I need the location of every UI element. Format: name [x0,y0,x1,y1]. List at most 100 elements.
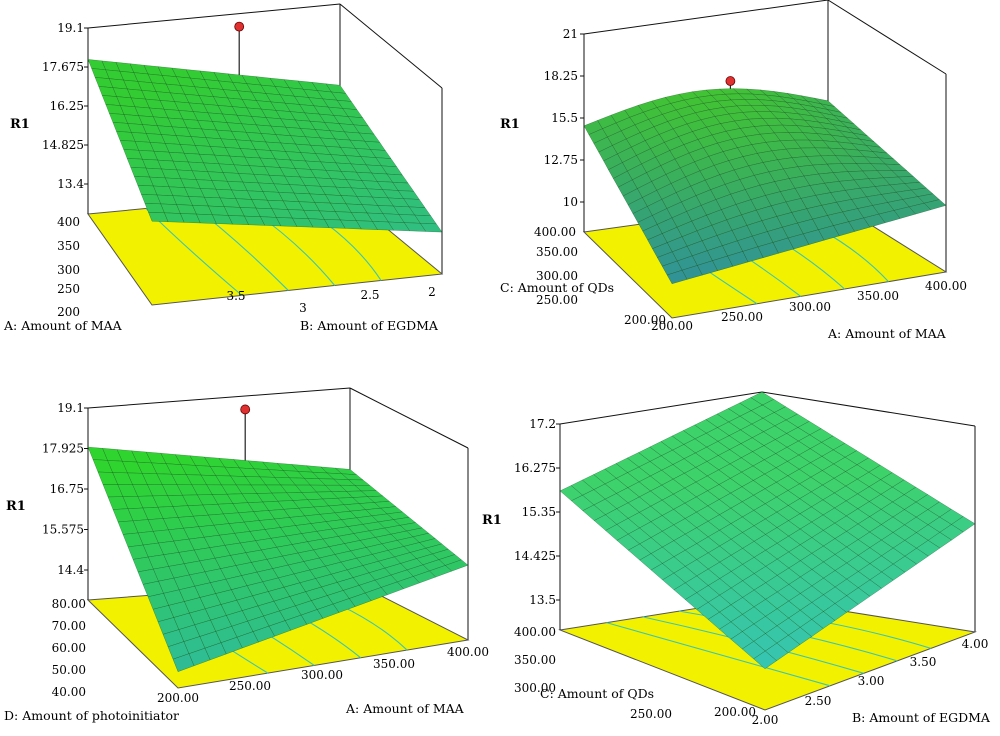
x-tick-label: 3 [299,301,307,315]
x-tick-label: 4.00 [962,637,989,651]
y-tick-label: 60.00 [52,641,86,655]
frame-edge [583,0,829,35]
z-tick-label: 13.4 [57,177,84,191]
z-tick-label: 17.2 [529,417,556,431]
chart-panel-3: 19.1 17.925 16.75 15.575 14.4 R1 200.00 250.00 3… [4,387,489,723]
x-tick-label: 3.5 [226,289,245,303]
z-tick-labels: 17.2 16.275 15.35 14.425 13.5 [514,417,560,607]
frame-edge [87,387,351,409]
surface-facet [951,516,976,533]
y-tick-label: 250.00 [630,707,672,721]
z-tick-label: 14.425 [514,549,556,563]
x-tick-label: 300.00 [789,300,831,314]
y-tick-label: 300.00 [514,681,556,695]
z-tick-label: 21 [563,27,578,41]
y-tick-label: 400.00 [534,225,576,239]
frame-edge [761,391,976,427]
frame-edge [87,3,341,29]
chart-panel-4: 17.2 16.275 15.35 14.425 13.5 R1 2.00 2.50 3.00 3… [482,391,991,727]
y-axis-label: D: Amount of photoinitiator [4,708,179,723]
frame-edge [349,387,469,449]
z-tick-label: 16.275 [514,461,556,475]
x-tick-label: 3.00 [858,674,885,688]
z-tick-label: 13.5 [529,593,556,607]
x-axis-label: A: Amount of MAA [345,701,465,716]
y-tick-labels: 400.00 350.00 300.00 250.00 200.00 [534,225,666,327]
chart-panel-2: 21 18.25 15.5 12.75 10 R1 200.00 250.00 300.00 35… [500,0,967,341]
frame-edge [339,3,443,89]
x-tick-label: 2 [428,285,436,299]
x-tick-labels: 3.5 3 2.5 2 [226,285,435,315]
y-tick-label: 300 [57,263,80,277]
contour-line [606,622,831,687]
design-point [234,21,245,32]
z-tick-labels: 19.1 17.925 16.75 15.575 14.4 [42,401,88,577]
y-tick-label: 200.00 [624,313,666,327]
y-tick-label: 350.00 [536,245,578,259]
z-tick-label: 19.1 [57,401,84,415]
z-tick-label: 12.75 [544,153,578,167]
z-axis-label: R1 [10,117,30,132]
x-tick-label: 400.00 [447,645,489,659]
z-tick-label: 10 [563,195,578,209]
z-tick-label: 17.925 [42,442,84,456]
z-tick-label: 15.575 [42,523,84,537]
design-point [240,404,251,415]
x-tick-label: 200.00 [651,319,693,333]
response-surface [559,391,976,670]
y-tick-label: 300.00 [536,269,578,283]
x-axis-label: B: Amount of EGDMA [300,318,439,333]
surface-facet [419,223,443,233]
response-surface [87,446,469,672]
y-axis-label: A: Amount of MAA [3,318,123,333]
y-tick-label: 250 [57,282,80,296]
x-tick-labels: 200.00 250.00 300.00 350.00 400.00 [157,645,489,705]
z-tick-label: 15.5 [551,111,578,125]
y-tick-label: 50.00 [52,663,86,677]
response-surface [87,59,443,233]
z-tick-labels: 21 18.25 15.5 12.75 10 [544,27,584,209]
x-tick-label: 250.00 [721,310,763,324]
z-axis-label: R1 [500,117,520,132]
frame-edge [827,0,947,75]
z-tick-label: 16.25 [50,99,84,113]
frame-edge [559,391,763,425]
z-axis-label: R1 [482,513,502,528]
x-tick-label: 2.5 [360,288,379,302]
y-tick-label: 80.00 [52,597,86,611]
x-tick-label: 200.00 [157,691,199,705]
y-tick-label: 350.00 [514,653,556,667]
design-point [725,76,736,86]
x-tick-labels: 200.00 250.00 300.00 350.00 400.00 [651,279,967,333]
y-tick-labels: 400 350 300 250 200 [57,215,80,319]
response-surface [583,88,947,285]
y-tick-labels: 400.00 350.00 300.00 250.00 200.00 [514,625,756,721]
z-axis-label: R1 [6,499,26,514]
z-tick-label: 14.4 [57,563,84,577]
y-tick-labels: 80.00 70.00 60.00 50.00 40.00 [52,597,86,699]
z-tick-label: 17.675 [42,60,84,74]
chart-panel-1: 19.1 17.675 16.25 14.825 13.4 R1 3.5 3 2.5 2 400 35… [3,3,444,333]
y-axis-label: C: Amount of QDs [500,280,614,295]
y-tick-label: 200 [57,305,80,319]
z-tick-label: 16.75 [50,482,84,496]
x-tick-label: 2.50 [805,694,832,708]
surface-facet [923,199,947,210]
x-axis-label: B: Amount of EGDMA [852,710,991,725]
y-tick-label: 200.00 [714,705,756,719]
x-tick-label: 400.00 [925,279,967,293]
z-tick-labels: 19.1 17.675 16.25 14.825 13.4 [42,21,88,191]
z-tick-label: 14.825 [42,138,84,152]
y-axis-label: C: Amount of QDs [540,686,654,701]
y-tick-label: 400.00 [514,625,556,639]
x-tick-label: 350.00 [373,657,415,671]
surface-facet [445,559,469,572]
x-axis-label: A: Amount of MAA [827,326,947,341]
x-tick-label: 2.00 [752,713,779,727]
y-tick-label: 350 [57,239,80,253]
y-tick-label: 70.00 [52,619,86,633]
z-tick-label: 15.35 [522,505,556,519]
x-tick-label: 350.00 [857,289,899,303]
z-tick-label: 18.25 [544,69,578,83]
